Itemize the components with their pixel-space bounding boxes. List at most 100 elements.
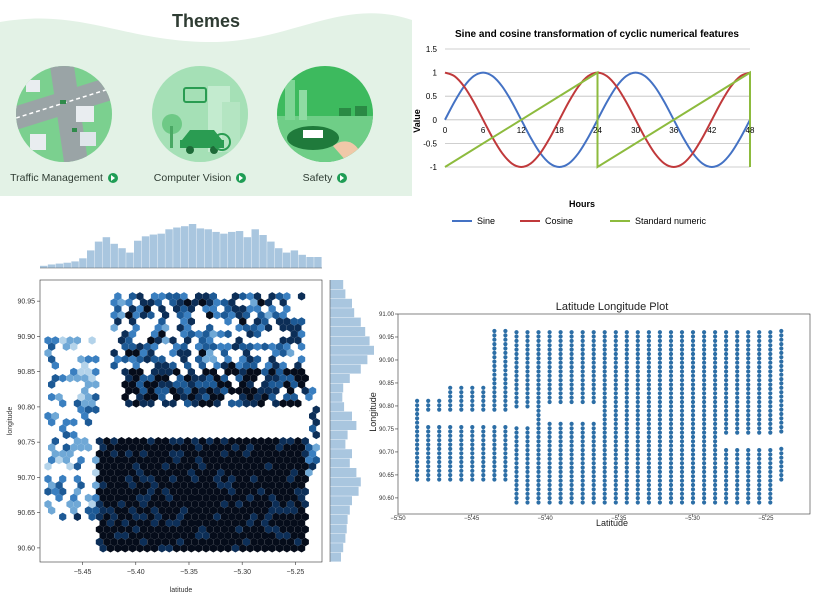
hex-cell xyxy=(253,455,262,465)
hex-cell xyxy=(99,531,107,540)
scatter-point xyxy=(635,434,640,440)
scatter-point xyxy=(415,442,420,447)
hex-cell xyxy=(202,493,210,503)
scatter-point xyxy=(591,474,596,479)
hex-cell xyxy=(84,506,93,515)
scatter-point xyxy=(757,482,762,488)
arrow-right-icon[interactable] xyxy=(236,173,247,183)
hex-cell xyxy=(184,386,192,395)
scatter-point xyxy=(779,333,784,338)
scatter-point xyxy=(679,452,685,457)
scatter-point xyxy=(503,477,508,482)
scatter-point xyxy=(690,487,696,492)
scatter-point xyxy=(713,386,718,391)
y-tick-label: 90.75 xyxy=(379,427,395,433)
scatter-point xyxy=(713,373,718,378)
scatter-point xyxy=(757,408,762,413)
hex-cell xyxy=(272,311,280,320)
hex-cell xyxy=(239,392,247,402)
scatter-point xyxy=(569,456,574,461)
scatter-point xyxy=(580,382,585,387)
scatter-point xyxy=(724,448,729,453)
hex-cell xyxy=(92,455,100,465)
hex-cell xyxy=(301,437,309,446)
hex-cell xyxy=(139,462,148,471)
hex-cell xyxy=(250,512,258,521)
scatter-point xyxy=(646,408,651,413)
hex-cell xyxy=(121,367,129,377)
scatter-point xyxy=(713,404,718,409)
scatter-point xyxy=(668,448,674,453)
hex-cell xyxy=(242,462,251,471)
hex-cell xyxy=(206,311,214,320)
arrow-right-icon[interactable] xyxy=(337,173,348,183)
scatter-point xyxy=(646,500,651,505)
scatter-point xyxy=(503,464,508,469)
scatter-point xyxy=(547,496,552,501)
scatter-point xyxy=(757,334,762,339)
hex-cell xyxy=(242,487,251,496)
theme-computer-vision[interactable]: Computer Vision xyxy=(136,66,264,184)
scatter-point xyxy=(657,399,662,405)
hex-cell xyxy=(294,437,302,446)
scatter-point xyxy=(558,469,563,474)
hex-cell xyxy=(235,361,243,370)
hex-cell xyxy=(191,487,199,496)
y-marginal-bar xyxy=(330,533,346,543)
hex-cell xyxy=(51,449,59,458)
x-tick-label: 42 xyxy=(707,126,716,135)
theme-safety[interactable]: Safety xyxy=(261,66,389,184)
hex-cell xyxy=(187,443,195,452)
hex-cell xyxy=(147,374,155,383)
scatter-point xyxy=(602,443,607,448)
x-tick-label: −5.50 xyxy=(390,516,406,522)
scatter-point xyxy=(580,426,585,431)
hex-cell xyxy=(99,493,107,503)
hex-cell xyxy=(143,518,151,528)
scatter-point xyxy=(525,478,530,483)
hex-cell xyxy=(169,487,177,496)
legend-label: Sine xyxy=(477,216,495,226)
hex-cell xyxy=(283,506,291,515)
hex-cell xyxy=(250,437,258,446)
hex-cell xyxy=(48,342,56,351)
hex-cell xyxy=(147,500,155,509)
scatter-point xyxy=(591,386,596,391)
scatter-point xyxy=(690,413,696,418)
scatter-point xyxy=(426,473,431,478)
scatter-point xyxy=(470,455,475,460)
scatter-point xyxy=(448,398,453,403)
scatter-point xyxy=(613,478,618,483)
hex-cell xyxy=(136,304,144,314)
scatter-point xyxy=(492,381,497,386)
hex-cell xyxy=(92,506,100,515)
arrow-right-icon[interactable] xyxy=(107,173,118,183)
x-marginal-bar xyxy=(165,229,173,268)
scatter-point xyxy=(768,395,773,400)
scatter-point xyxy=(713,417,718,422)
scatter-point xyxy=(768,391,773,396)
hex-cell xyxy=(253,355,262,364)
hex-cell xyxy=(158,468,166,477)
hex-cell xyxy=(239,481,247,490)
hex-cell xyxy=(195,342,203,351)
hex-cell xyxy=(253,392,262,402)
hex-cell xyxy=(286,348,295,358)
scatter-point xyxy=(779,337,784,342)
hex-cell xyxy=(268,493,276,503)
hex-cell xyxy=(220,474,228,484)
scatter-point xyxy=(448,442,453,447)
scatter-point xyxy=(757,417,762,422)
scatter-point xyxy=(580,491,585,496)
hex-cell xyxy=(158,367,166,377)
hex-cell xyxy=(283,380,291,389)
scatter-point xyxy=(492,346,497,351)
hex-cell xyxy=(253,531,262,540)
hex-cell xyxy=(106,506,115,515)
theme-traffic-management[interactable]: Traffic Management xyxy=(0,66,128,184)
hex-cell xyxy=(220,500,228,509)
scatter-point xyxy=(635,478,640,483)
scatter-point xyxy=(536,465,541,470)
scatter-point xyxy=(569,421,574,426)
scatter-point xyxy=(768,465,773,470)
